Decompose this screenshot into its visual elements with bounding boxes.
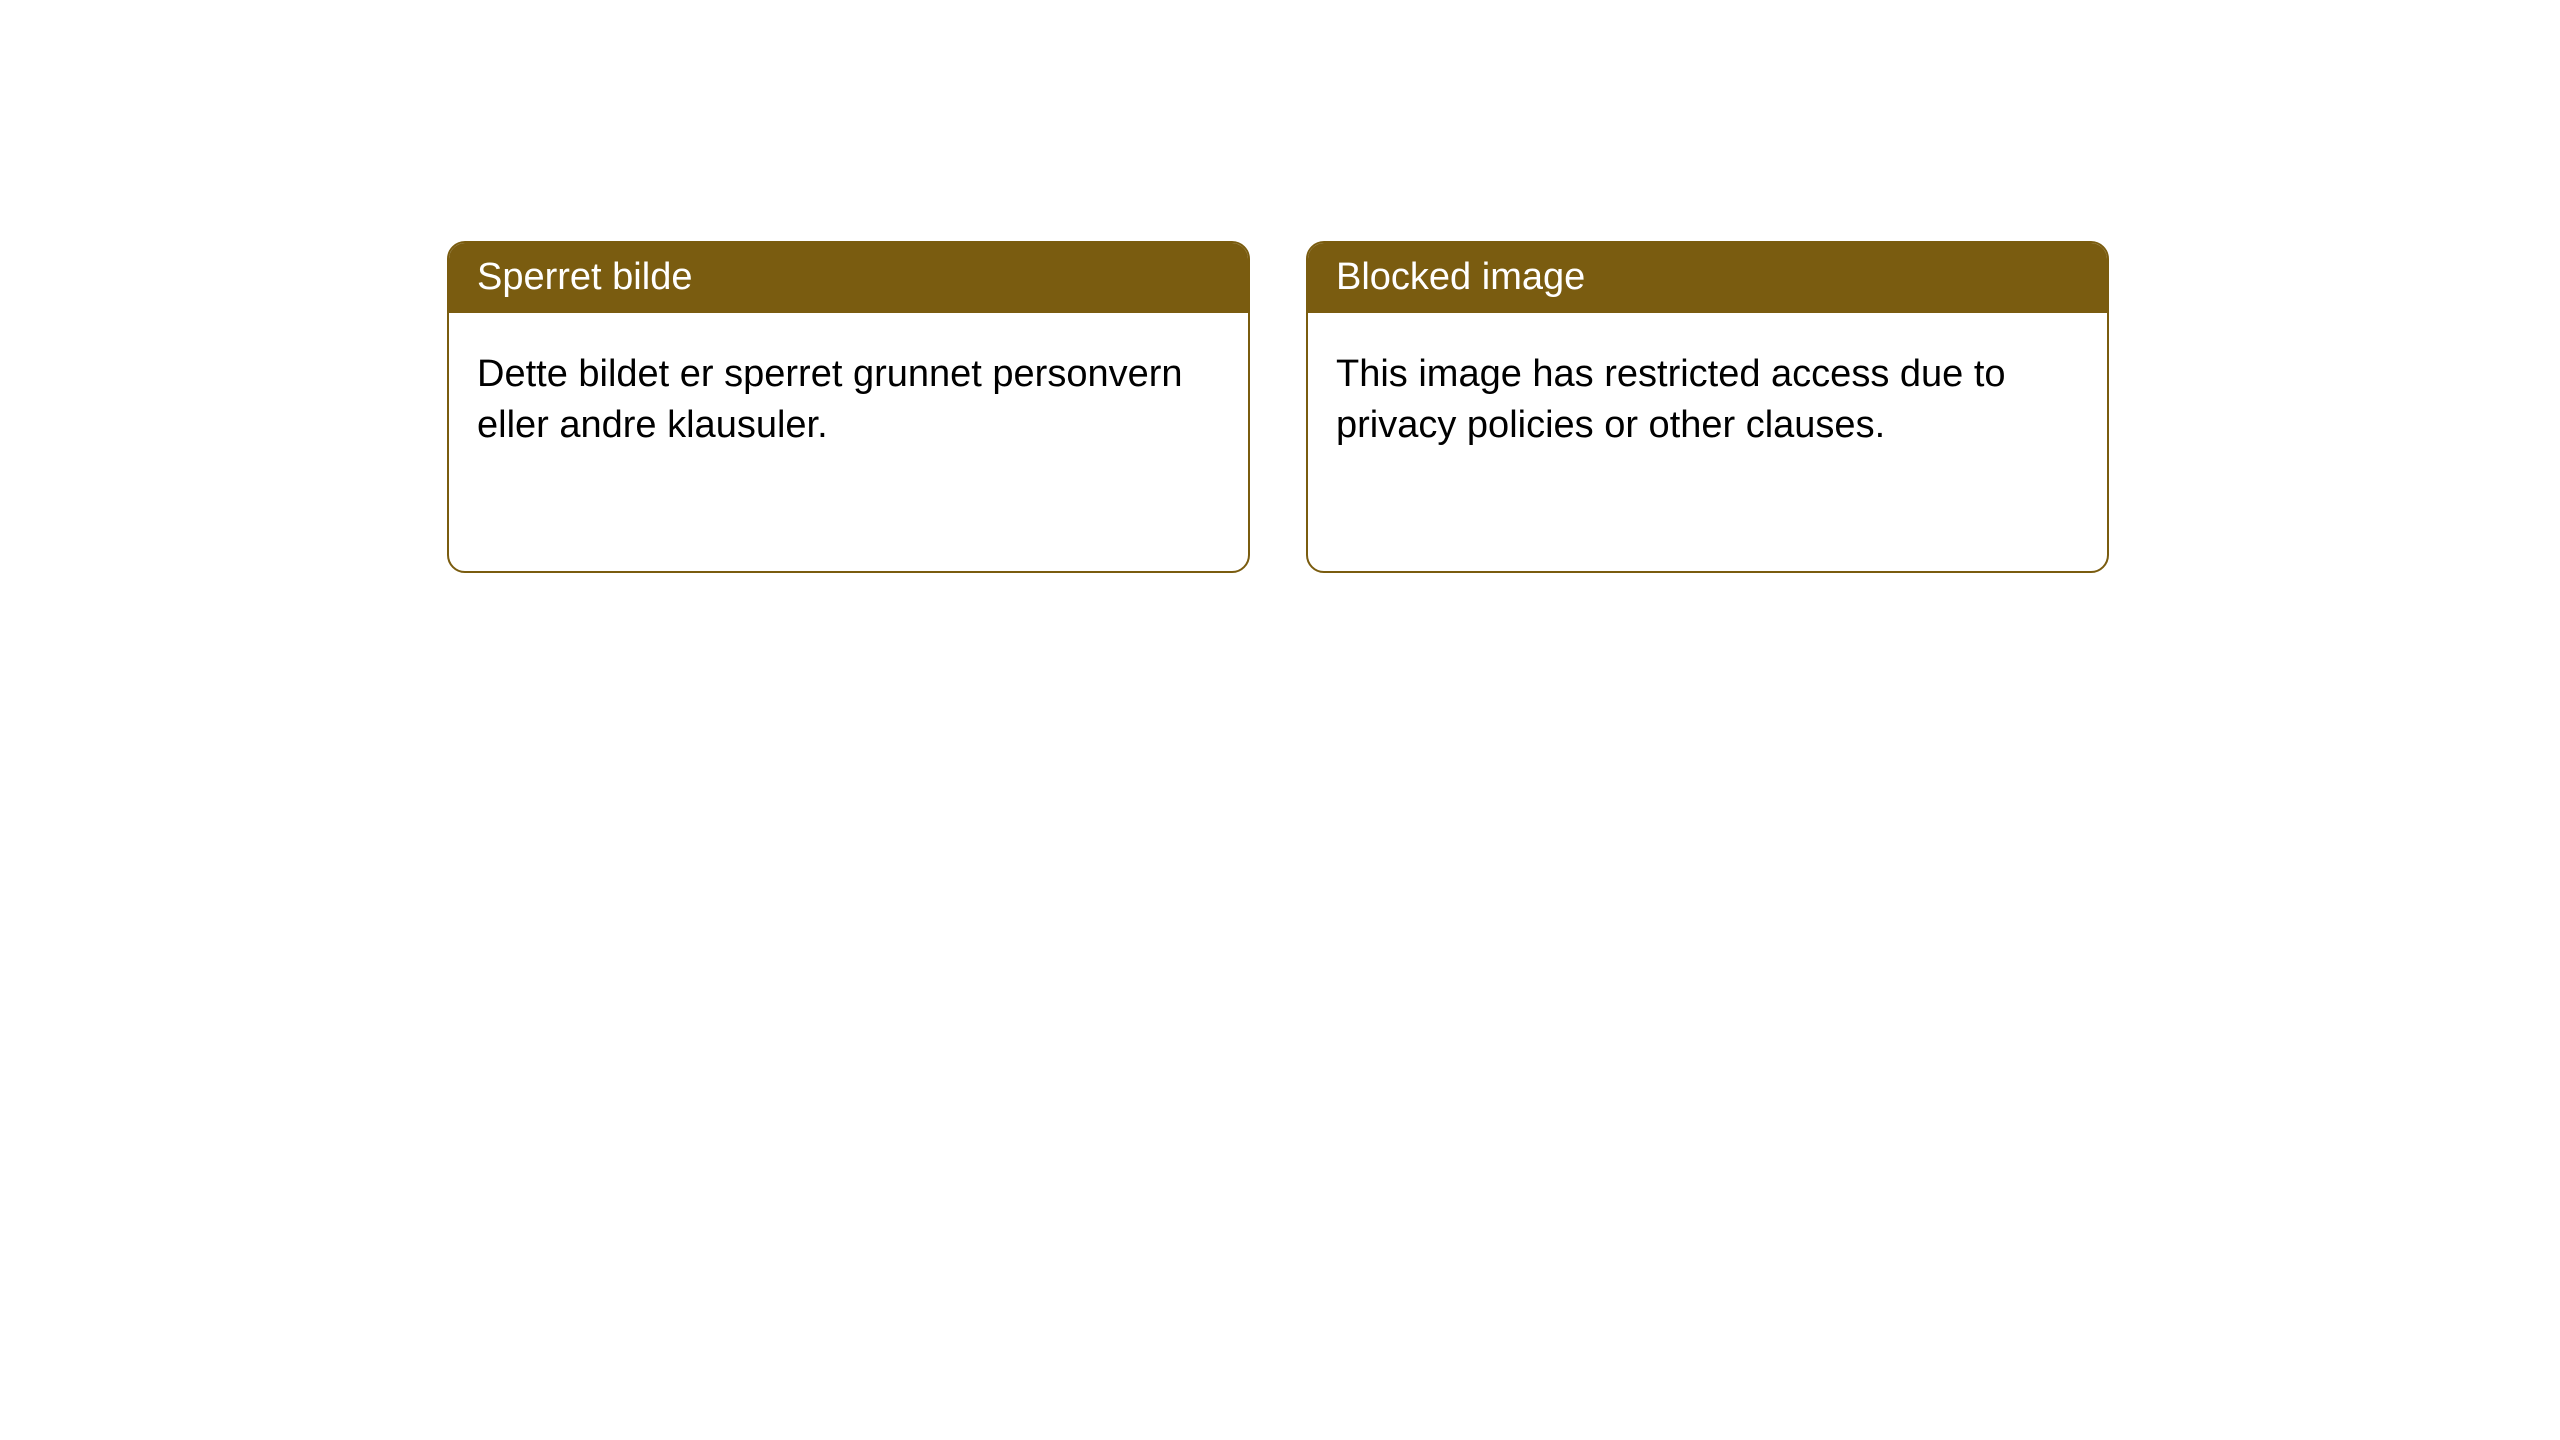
blocked-image-card-english: Blocked image This image has restricted … (1306, 241, 2109, 573)
card-body-norwegian: Dette bildet er sperret grunnet personve… (449, 313, 1248, 488)
card-body-english: This image has restricted access due to … (1308, 313, 2107, 488)
card-header-norwegian: Sperret bilde (449, 243, 1248, 313)
blocked-image-card-norwegian: Sperret bilde Dette bildet er sperret gr… (447, 241, 1250, 573)
blocked-image-cards: Sperret bilde Dette bildet er sperret gr… (447, 241, 2109, 573)
card-header-english: Blocked image (1308, 243, 2107, 313)
